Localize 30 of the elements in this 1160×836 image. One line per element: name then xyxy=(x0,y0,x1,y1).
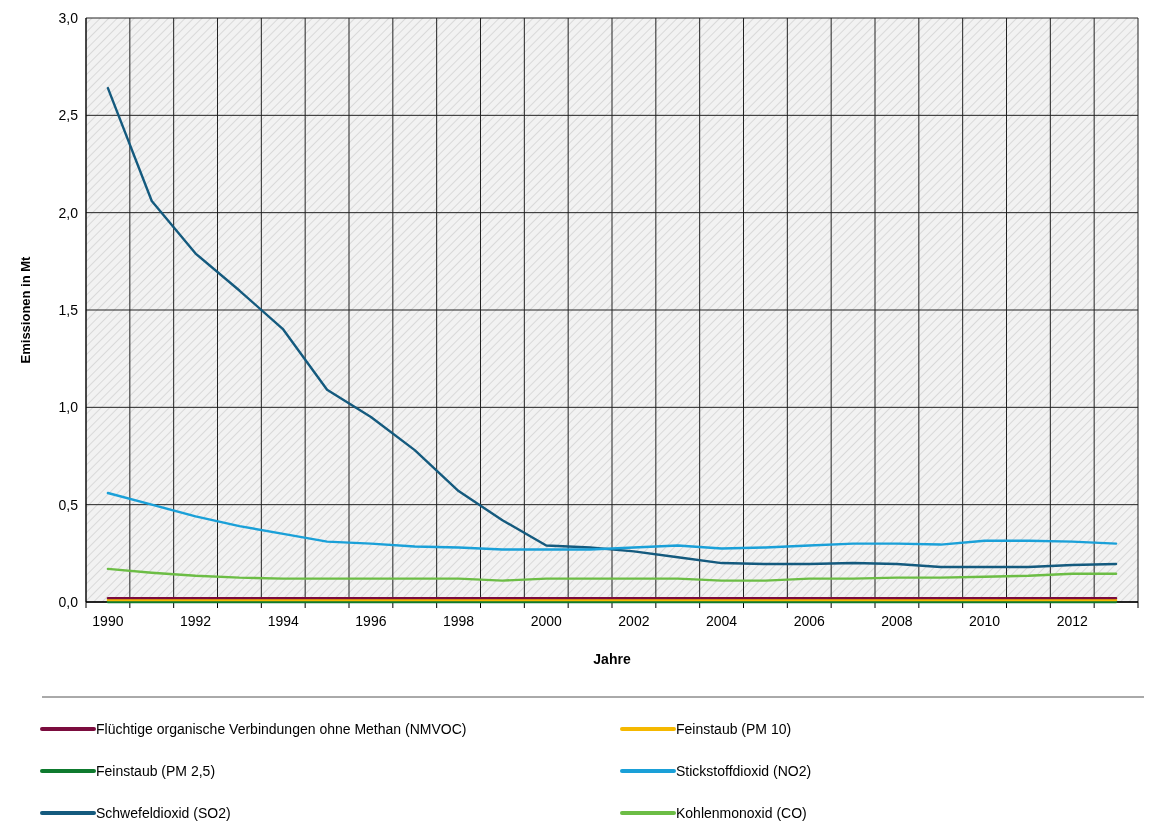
y-tick-label: 3,0 xyxy=(58,9,79,26)
x-tick-label: 1996 xyxy=(355,613,387,629)
legend-label: Feinstaub (PM 2,5) xyxy=(96,762,216,779)
x-tick-label: 2012 xyxy=(1056,613,1089,629)
x-tick-label: 2008 xyxy=(881,613,913,629)
line-series xyxy=(106,491,1118,551)
y-tick-label: 0,5 xyxy=(58,496,79,513)
x-axis-title: Jahre xyxy=(593,651,631,667)
legend-label: Flüchtige organische Verbindungen ohne Methan (NMVOC) xyxy=(96,720,467,737)
line-series xyxy=(106,86,1118,569)
legend-label: Schwefeldioxid (SO2) xyxy=(96,804,231,821)
y-tick-label: 1,5 xyxy=(58,301,79,318)
legend-label: Kohlenmonoxid (CO) xyxy=(676,804,807,821)
legend-label: Feinstaub (PM 10) xyxy=(676,720,792,737)
x-tick-label: 1994 xyxy=(267,613,300,629)
x-tick-label: 2006 xyxy=(793,613,826,629)
y-tick-label: 2,5 xyxy=(58,107,79,124)
x-tick-label: 1990 xyxy=(92,613,124,629)
y-tick-label: 1,0 xyxy=(58,399,79,416)
legend-label: Stickstoffdioxid (NO2) xyxy=(676,762,812,779)
x-tick-label: 2004 xyxy=(706,613,738,629)
y-tick-label: 0,0 xyxy=(58,593,79,610)
x-tick-label: 1998 xyxy=(443,613,475,629)
x-tick-label: 2010 xyxy=(969,613,1001,629)
y-axis-title: Emissionen in Mt xyxy=(18,255,33,364)
y-tick-label: 2,0 xyxy=(58,204,79,221)
line-series xyxy=(106,567,1118,582)
x-tick-label: 2000 xyxy=(530,613,563,629)
x-tick-label: 1992 xyxy=(180,613,212,629)
x-tick-label: 2002 xyxy=(618,613,650,629)
